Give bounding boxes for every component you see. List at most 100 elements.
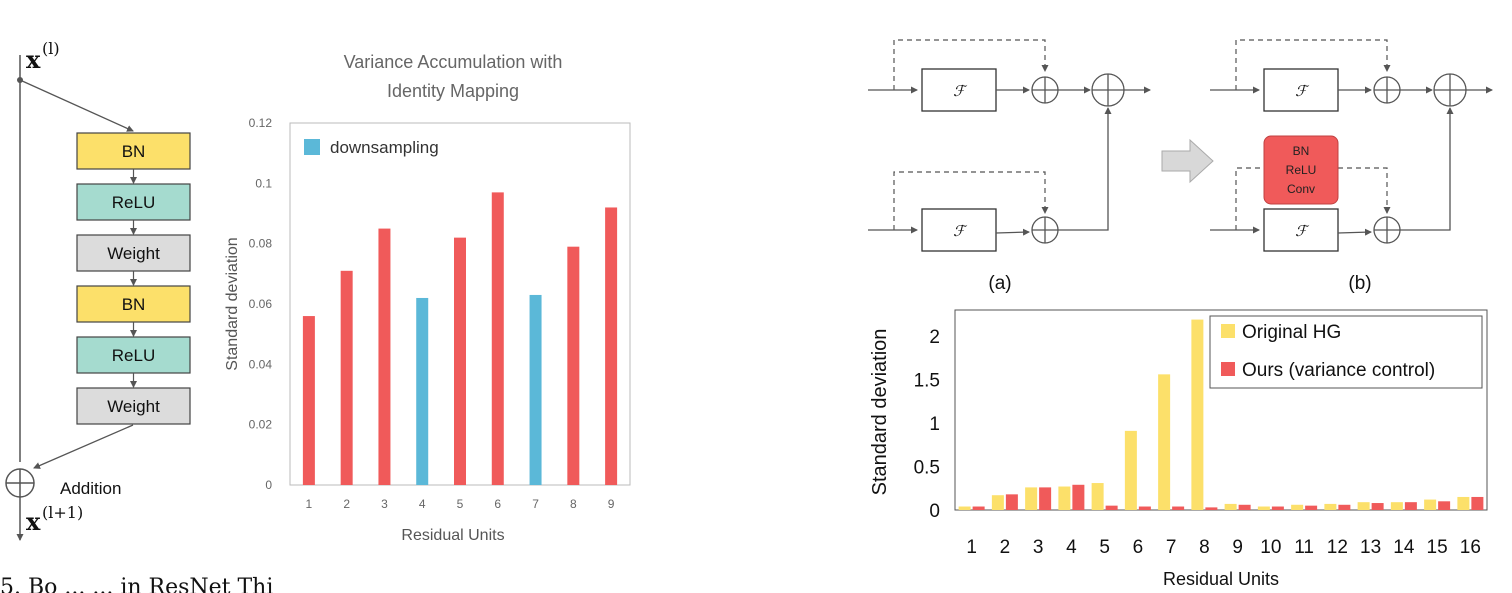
f-block-b-bottom <box>1263 208 1339 252</box>
block-weight-6 <box>76 387 191 425</box>
diagram-a: ℱ ℱ (a) <box>868 39 1151 294</box>
chart2-xtick: 6 <box>1133 537 1144 558</box>
legend-swatch-ours <box>1221 362 1235 376</box>
chart2-bar-ours-15 <box>1438 501 1451 510</box>
chart2-xtick: 13 <box>1360 537 1381 558</box>
chart1-bar-5 <box>454 237 466 485</box>
f-block-a-bottom <box>921 208 997 252</box>
chart2-bar-original-7 <box>1158 374 1171 510</box>
block-relu-2 <box>76 183 191 221</box>
block-label-4: BN <box>122 295 146 314</box>
legend-swatch-original <box>1221 324 1235 338</box>
chart1-ytick: 0.1 <box>255 176 272 190</box>
chart1-bar-3 <box>378 228 391 486</box>
add-icon-a2 <box>1091 73 1125 107</box>
add-icon-a3 <box>1031 216 1059 244</box>
chart1-title-line1: Variance Accumulation with <box>344 52 563 72</box>
hg-comparison-chart: 00.511.52 1 2 3 4 5 6 7 8 9 10 11 12 13 14 15 16 Origin… <box>869 309 1488 589</box>
chart1-bar-2 <box>340 270 353 485</box>
chart2-bar-ours-12 <box>1338 504 1351 510</box>
output-superscript: (l+1) <box>42 503 83 522</box>
add-icon-a1 <box>1031 76 1059 104</box>
chart2-ytick: 1 <box>929 414 940 435</box>
red-block-line-relu: ReLU <box>1286 163 1317 177</box>
chart2-bar-original-10 <box>1257 506 1270 510</box>
chart2-xtick: 9 <box>1232 537 1243 558</box>
chart1-xlabel: Residual Units <box>401 527 504 544</box>
legend-label-ours: Ours (variance control) <box>1242 360 1435 381</box>
chart2-xtick: 14 <box>1393 537 1415 558</box>
chart1-bar-9 <box>605 207 618 485</box>
chart2-ytick: 0 <box>929 501 940 522</box>
label-a: (a) <box>988 273 1011 294</box>
chart1-bar-7 <box>529 294 542 485</box>
bn-relu-conv-block <box>1263 135 1339 205</box>
residual-branch-in <box>19 79 134 132</box>
chart2-bar-ours-1 <box>972 506 985 510</box>
f-label-a-bottom: ℱ <box>953 222 968 240</box>
f-block-a-top <box>921 68 997 112</box>
chart1-ylabel: Standard deviation <box>224 237 241 370</box>
f-label-a-top: ℱ <box>953 82 968 100</box>
chart2-ylabel: Standard deviation <box>869 329 891 496</box>
chart2-bar-ours-16 <box>1471 496 1484 510</box>
chart1-xtick: 9 <box>608 497 615 511</box>
chart2-bar-ours-5 <box>1105 505 1118 510</box>
chart2-ytick: 0.5 <box>914 458 940 479</box>
chart1-ytick: 0.08 <box>249 237 273 251</box>
chart2-bar-ours-8 <box>1205 507 1218 510</box>
block-label-3: Weight <box>107 244 160 263</box>
chart2-bar-ours-9 <box>1238 504 1251 510</box>
chart2-ytick: 1.5 <box>914 371 940 392</box>
chart2-bar-ours-13 <box>1371 503 1384 510</box>
chart2-xtick: 5 <box>1099 537 1110 558</box>
chart1-xtick: 5 <box>457 497 464 511</box>
block-label-6: Weight <box>107 397 160 416</box>
chart2-bar-original-8 <box>1191 319 1204 510</box>
chart2-xtick: 7 <box>1166 537 1177 558</box>
input-superscript: (l) <box>42 39 60 58</box>
chart2-bar-ours-7 <box>1172 506 1185 510</box>
chart1-xtick: 1 <box>306 497 313 511</box>
block-label-2: ReLU <box>112 193 155 212</box>
label-b: (b) <box>1348 273 1371 294</box>
chart2-bar-original-4 <box>1058 486 1071 510</box>
f-label-b-top: ℱ <box>1295 82 1310 100</box>
legend-label-original: Original HG <box>1242 322 1341 343</box>
chart2-bar-ours-10 <box>1271 506 1284 510</box>
residual-branch-out <box>33 424 134 469</box>
chart2-xtick: 11 <box>1294 537 1314 558</box>
chart2-bar-original-14 <box>1390 502 1403 510</box>
chart1-ytick: 0.02 <box>249 418 273 432</box>
chart1-ytick: 0.04 <box>249 357 273 371</box>
block-label-5: ReLU <box>112 346 155 365</box>
input-x-label: x <box>26 45 41 74</box>
chart1-xtick: 8 <box>570 497 577 511</box>
addition-icon <box>5 468 35 498</box>
diagram-b: ℱ ℱ BN ReLU Conv (b) <box>1210 39 1493 294</box>
chart2-bar-original-6 <box>1124 430 1137 510</box>
red-block-line-bn: BN <box>1293 144 1310 158</box>
chart2-bar-ours-4 <box>1072 484 1085 510</box>
chart2-xtick: 10 <box>1260 537 1281 558</box>
chart2-bar-ours-3 <box>1039 487 1052 510</box>
chart1-title-line2: Identity Mapping <box>387 81 519 101</box>
chart1-xtick: 3 <box>381 497 388 511</box>
chart2-plot-frame <box>954 309 1488 511</box>
chart2-ytick: 2 <box>929 327 940 348</box>
right-arrow-icon <box>1161 138 1214 184</box>
chart1-bar-8 <box>567 246 580 485</box>
chart2-bar-ours-6 <box>1138 506 1151 510</box>
block-label-1: BN <box>122 142 146 161</box>
chart2-xtick: 3 <box>1033 537 1044 558</box>
variance-chart: Variance Accumulation with Identity Mapp… <box>224 52 631 544</box>
chart1-bar-1 <box>302 316 315 485</box>
chart1-ytick: 0.12 <box>249 116 273 130</box>
chart2-bar-original-9 <box>1224 503 1237 510</box>
chart2-bar-ours-14 <box>1404 502 1417 510</box>
add-icon-b3 <box>1373 216 1401 244</box>
chart1-bar-4 <box>416 297 429 485</box>
chart1-bar-6 <box>491 192 504 485</box>
chart2-xtick: 2 <box>1000 537 1011 558</box>
chart2-bar-ours-2 <box>1005 494 1018 510</box>
